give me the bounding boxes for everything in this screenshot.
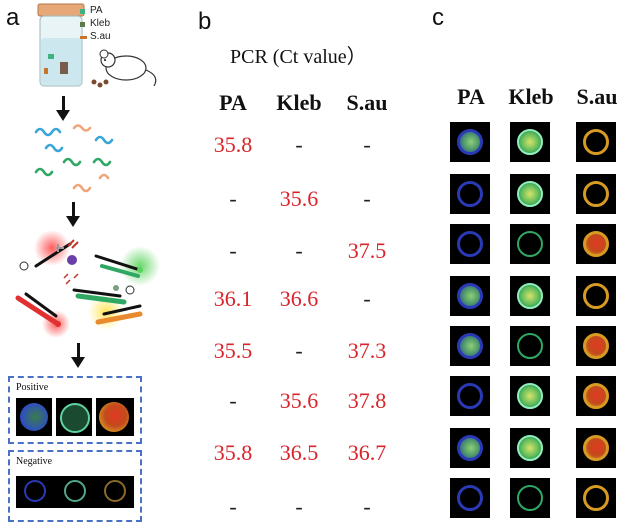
pcr-table-body: 35.8 - - - 35.6 - - - 37.5 36.1 36.6 - 35.5 - 37.3 - 35.… (190, 0, 430, 529)
panel-letter-b: b (198, 8, 212, 35)
panel-c-fluorescence-images: PA Kleb S.au (430, 0, 640, 529)
pcr-header-sau: S.au (346, 90, 388, 115)
fluorescence-tile (450, 224, 490, 264)
fluorescence-tile (576, 478, 616, 518)
pcr-header-kleb: Kleb (276, 90, 322, 115)
sample-vial-illustration (37, 3, 157, 88)
pcr-cell: - (363, 286, 371, 311)
pcr-cell: - (295, 132, 303, 157)
legend-kleb: Kleb (80, 18, 120, 31)
dna-fragments-illustration (34, 124, 114, 193)
fluorescence-tile (510, 326, 550, 366)
pcr-cell: 35.8 (213, 440, 253, 465)
pcr-cell: - (229, 388, 237, 413)
legend-sau-label: S.au (90, 31, 111, 42)
pcr-cell: 37.8 (347, 388, 387, 413)
pcr-cell: - (295, 238, 303, 263)
fluorescence-tile (576, 122, 616, 162)
legend-sau-swatch (80, 36, 87, 39)
legend-sau: S.au (80, 31, 120, 44)
arrow-1-shaft (62, 96, 65, 112)
image-grid-header: PA Kleb S.au (430, 84, 640, 114)
fluorescence-tile (450, 122, 490, 162)
legend-pa: PA (80, 5, 120, 18)
pcr-cell: 37.5 (347, 238, 387, 263)
legend-kleb-label: Kleb (90, 18, 111, 29)
pcr-cell: 37.3 (347, 338, 387, 363)
fluorescence-tile (510, 174, 550, 214)
fluorescence-tile (510, 376, 550, 416)
pcr-cell: - (295, 494, 303, 519)
pcr-cell: 35.6 (279, 186, 319, 211)
fluorescence-tile (510, 428, 550, 468)
pcr-cell: - (229, 494, 237, 519)
pcr-cell: - (295, 338, 303, 363)
pcr-cell: - (363, 132, 371, 157)
fluorescence-tile (450, 326, 490, 366)
negative-result-box: Negative (8, 450, 142, 522)
legend-pa-label: PA (90, 5, 103, 16)
fluorescence-tile (510, 478, 550, 518)
pcr-cell: - (229, 238, 237, 263)
fluorescence-tile (450, 376, 490, 416)
fluorescence-tile (510, 122, 550, 162)
fluorescence-tile (450, 174, 490, 214)
fluorescence-tile (510, 224, 550, 264)
arrow-2-head (66, 216, 80, 227)
positive-result-box: Positive (8, 376, 142, 444)
pcr-cell: 36.7 (347, 440, 387, 465)
pcr-header-pa: PA (219, 90, 247, 115)
pcr-table-header: PA Kleb S.au (190, 90, 430, 120)
positive-pa-well (16, 398, 52, 436)
negative-label: Negative (16, 456, 53, 467)
legend-kleb-swatch (80, 22, 85, 27)
arrow-3-head (71, 357, 85, 368)
panel-letter-c: c (432, 4, 444, 31)
image-header-pa: PA (457, 84, 485, 109)
pcr-cell: - (363, 186, 371, 211)
pcr-cell: - (363, 494, 371, 519)
probe-hybridization-illustration (15, 230, 160, 338)
pcr-cell: 35.6 (279, 388, 319, 413)
fluorescence-tile (576, 174, 616, 214)
panel-letter-a: a (6, 4, 20, 31)
pcr-cell: 36.1 (213, 286, 253, 311)
positive-label: Positive (16, 382, 49, 393)
arrow-2-shaft (72, 202, 75, 218)
fluorescence-tile (576, 276, 616, 316)
pcr-cell: - (229, 186, 237, 211)
fluorescence-tile (450, 428, 490, 468)
pcr-table-title: PCR (Ct value） (230, 46, 367, 68)
image-header-sau: S.au (576, 84, 618, 109)
fluorescence-tile (576, 428, 616, 468)
fluorescence-tile (510, 276, 550, 316)
fluorescence-image-grid (430, 0, 640, 529)
panel-a: PA Kleb S.au (0, 0, 190, 529)
image-header-kleb: Kleb (508, 84, 554, 109)
negative-wells-strip (16, 476, 134, 508)
positive-kleb-well (56, 398, 92, 436)
legend-pa-swatch (80, 9, 85, 14)
pcr-cell: 36.5 (279, 440, 319, 465)
pcr-cell: 36.6 (279, 286, 319, 311)
arrow-1-head (56, 110, 70, 121)
fluorescence-tile (576, 376, 616, 416)
fluorescence-tile (576, 326, 616, 366)
fluorescence-tile (576, 224, 616, 264)
panel-b-pcr-table: PCR (Ct value） PA Kleb S.au 35.8 - - - 35.6 - - -… (190, 0, 430, 529)
pcr-cell: 35.8 (213, 132, 253, 157)
fluorescence-tile (450, 276, 490, 316)
pcr-cell: 35.5 (213, 338, 253, 363)
fluorescence-tile (450, 478, 490, 518)
positive-sau-well (96, 398, 134, 436)
arrow-3-shaft (77, 343, 80, 359)
